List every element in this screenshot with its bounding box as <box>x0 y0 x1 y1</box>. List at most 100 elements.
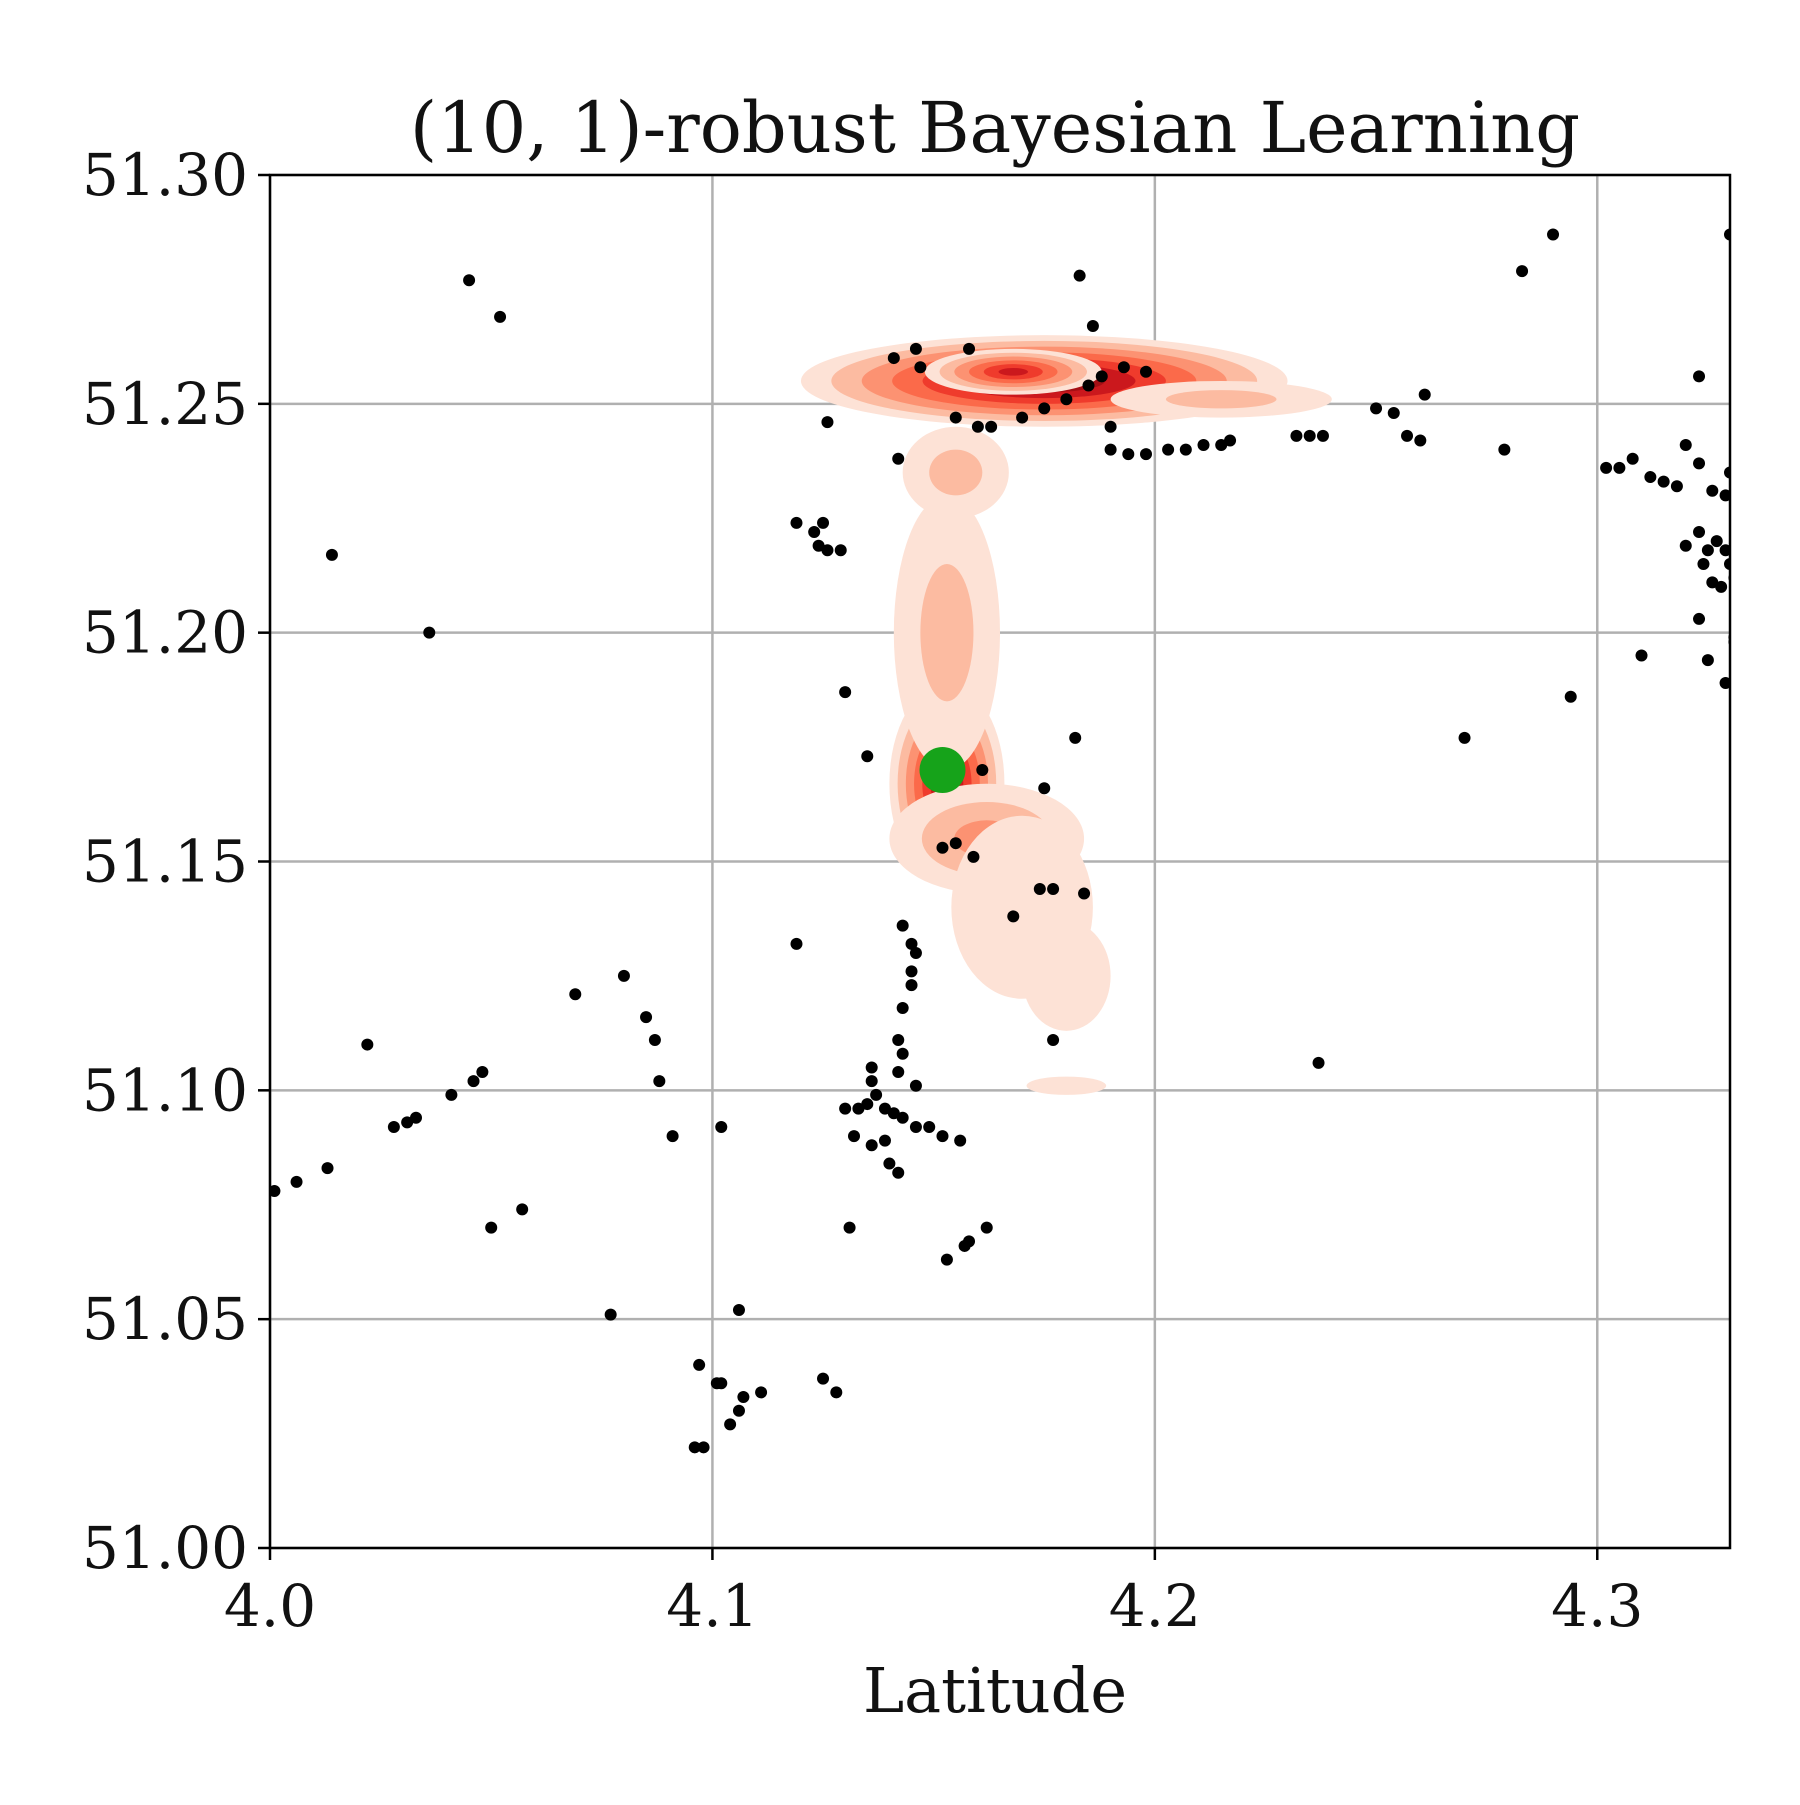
scatter-point <box>896 1111 909 1124</box>
scatter-point <box>861 750 874 763</box>
scatter-point <box>976 763 989 776</box>
scatter-point <box>1095 370 1108 383</box>
scatter-point <box>1613 461 1626 474</box>
scatter-point <box>883 1157 896 1170</box>
scatter-point <box>1197 439 1210 452</box>
y-tick-label: 51.00 <box>82 1514 248 1582</box>
scatter-point <box>732 1304 745 1317</box>
scatter-point <box>715 1377 728 1390</box>
density-level <box>998 367 1029 376</box>
scatter-point <box>410 1111 422 1124</box>
scatter-point <box>870 1088 883 1101</box>
scatter-point <box>1078 887 1091 900</box>
scatter-point <box>1693 370 1706 383</box>
scatter-point <box>865 1061 878 1074</box>
scatter-point <box>878 1102 891 1115</box>
scatter-point <box>790 937 803 950</box>
scatter-point <box>467 1075 480 1088</box>
scatter-point <box>1038 402 1051 415</box>
scatter-point <box>1122 448 1135 461</box>
scatter-point <box>1117 361 1130 374</box>
scatter-point <box>909 1079 922 1092</box>
scatter-point <box>1719 544 1730 557</box>
scatter-point <box>892 1033 905 1046</box>
y-tick-label: 51.30 <box>82 141 248 209</box>
scatter-point <box>1564 690 1577 703</box>
scatter-point <box>1626 452 1639 465</box>
scatter-point <box>1370 402 1383 415</box>
scatter-point <box>852 1102 865 1115</box>
scatter-point <box>423 626 436 639</box>
scatter-point <box>1047 882 1060 895</box>
scatter-point <box>445 1088 458 1101</box>
scatter-point <box>839 1102 852 1115</box>
chart-title: (10, 1)-robust Bayesian Learning <box>410 87 1580 169</box>
scatter-point <box>270 1185 281 1198</box>
scatter-point <box>325 548 338 561</box>
scatter-point <box>980 1221 993 1234</box>
scatter-point <box>954 1134 967 1147</box>
scatter-point <box>887 352 900 365</box>
scatter-point <box>1706 484 1719 497</box>
scatter-point <box>861 1098 874 1111</box>
scatter-point <box>936 841 949 854</box>
scatter-point <box>1724 466 1730 479</box>
scatter-point <box>1387 406 1400 419</box>
scatter-point <box>812 539 825 552</box>
scatter-point <box>1033 882 1046 895</box>
scatter-point <box>839 686 852 699</box>
scatter-point <box>1086 320 1099 333</box>
scatter-point <box>985 420 998 433</box>
scatter-point <box>1600 461 1613 474</box>
scatter-point <box>1316 429 1329 442</box>
scatter-point <box>1710 535 1723 548</box>
scatter-point <box>1715 580 1728 593</box>
scatter-point <box>737 1390 750 1403</box>
scatter-point <box>1701 654 1714 667</box>
scatter-point <box>617 969 630 982</box>
scatter-point <box>1140 448 1152 461</box>
scatter-point <box>905 965 918 978</box>
scatter-point <box>1418 388 1431 401</box>
density-contours <box>800 335 1332 1095</box>
scatter-point <box>940 1253 953 1266</box>
scatter-point <box>971 420 984 433</box>
scatter-point <box>896 919 909 932</box>
scatter-point <box>640 1011 653 1024</box>
scatter-point <box>1060 393 1073 406</box>
scatter-point <box>321 1162 334 1175</box>
scatter-point <box>516 1203 529 1216</box>
scatter-point <box>476 1066 489 1079</box>
scatter-point <box>963 342 976 355</box>
scatter-point <box>693 1358 706 1371</box>
scatter-point <box>1701 544 1714 557</box>
scatter-point <box>1104 420 1117 433</box>
scatter-point <box>604 1308 617 1321</box>
scatter-point <box>1104 443 1117 456</box>
scatter-point <box>1697 558 1710 571</box>
scatter-point <box>1312 1056 1325 1069</box>
scatter-point <box>1215 439 1228 452</box>
scatter-point <box>648 1033 661 1046</box>
y-tick-label: 51.15 <box>82 828 248 896</box>
scatter-point <box>485 1221 498 1234</box>
scatter-point <box>1162 443 1175 456</box>
scatter-point <box>666 1130 679 1143</box>
scatter-point <box>892 1166 905 1179</box>
scatter-point <box>878 1134 891 1147</box>
scatter-point <box>909 342 922 355</box>
scatter-point <box>1644 471 1657 484</box>
scatter-point <box>949 837 962 850</box>
scatter-point <box>887 1107 900 1120</box>
scatter-point <box>1724 558 1730 571</box>
scatter-point <box>896 1047 909 1060</box>
scatter-point <box>1016 411 1029 424</box>
x-tick-label: 4.3 <box>1551 1572 1643 1640</box>
scatter-point <box>1719 489 1730 502</box>
scatter-point <box>1082 379 1095 392</box>
scatter-point <box>936 1130 949 1143</box>
scatter-point <box>865 1139 878 1152</box>
scatter-point <box>817 1372 830 1385</box>
scatter-point <box>1007 910 1020 923</box>
scatter-point <box>843 1221 856 1234</box>
